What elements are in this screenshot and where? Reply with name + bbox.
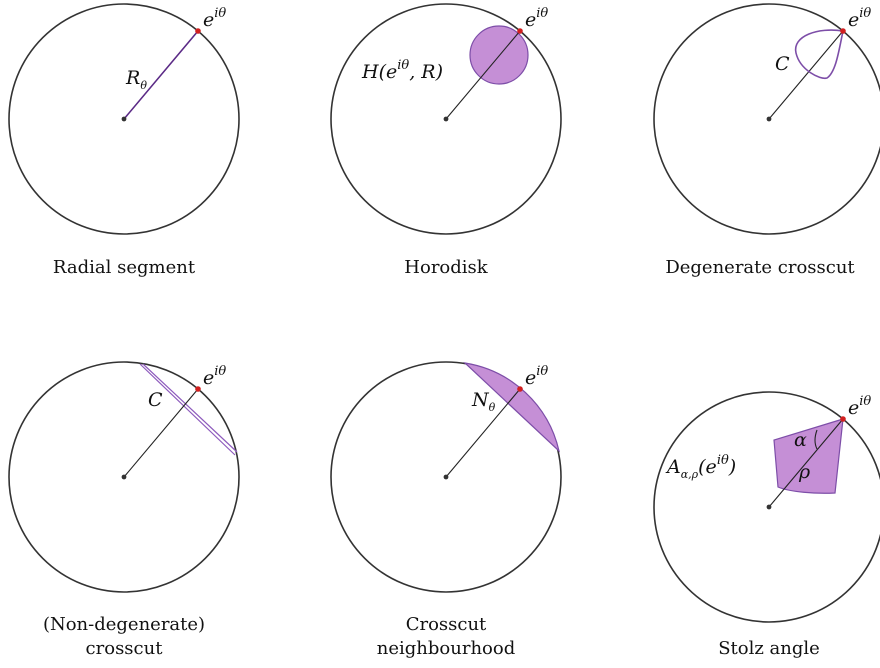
crosscut-neighbourhood-region [463, 362, 561, 453]
unit-disk [330, 3, 562, 235]
boundary-point-label: eiθ [203, 6, 226, 31]
radius-line [768, 30, 844, 120]
caption-degenerate-crosscut: Degenerate crosscut [665, 257, 855, 278]
caption-crosscut-neighbourhood: Crosscut neighbourhood [376, 614, 516, 659]
panel-degenerate-crosscut: eiθ C [653, 3, 880, 235]
center-point [766, 116, 772, 122]
center-point [121, 116, 127, 122]
neighbourhood-label: Nθ [471, 389, 496, 414]
boundary-point-label: eiθ [203, 364, 226, 389]
angle-label: α [794, 429, 807, 451]
horodisk-label: H(eiθ, R) [361, 58, 443, 83]
center-point [443, 116, 449, 122]
stolz-angle-region [773, 418, 844, 494]
boundary-point [840, 416, 846, 422]
panel-crosscut-neighbourhood: eiθ Nθ [330, 361, 562, 593]
caption-stolz-angle: Stolz angle [718, 638, 820, 659]
crosscut-curve [139, 363, 238, 456]
horodisk-region [469, 25, 529, 85]
unit-disk [8, 3, 240, 235]
unit-disk [330, 361, 562, 593]
radius-line [445, 30, 521, 120]
panel-radial-segment: eiθ Rθ [8, 3, 240, 235]
boundary-point [195, 386, 201, 392]
boundary-point [195, 28, 201, 34]
boundary-point [517, 28, 523, 34]
panel-stolz-angle: eiθ α ρ Aα,ρ(eiθ) [653, 391, 880, 623]
boundary-point-label: eiθ [848, 394, 871, 419]
boundary-point [840, 28, 846, 34]
caption-radial-segment: Radial segment [52, 257, 196, 278]
degenerate-crosscut-loop [794, 29, 844, 79]
panel-non-degenerate-crosscut: eiθ C [8, 361, 240, 593]
unit-disk [8, 361, 240, 593]
radial-segment-label: Rθ [125, 67, 147, 92]
unit-disk [653, 391, 880, 623]
radius-line [123, 388, 199, 478]
boundary-point-label: eiθ [525, 6, 548, 31]
caption-non-degenerate-crosscut: (Non-degenerate) crosscut [42, 614, 206, 659]
boundary-point-label: eiθ [848, 6, 871, 31]
caption-horodisk: Horodisk [404, 257, 488, 278]
crosscut-label: C [775, 53, 790, 75]
boundary-point-label: eiθ [525, 364, 548, 389]
center-point [443, 474, 449, 480]
radial-segment-line [123, 30, 199, 120]
center-point [766, 504, 772, 510]
panel-horodisk: eiθ H(eiθ, R) [330, 3, 562, 235]
length-label: ρ [798, 461, 811, 483]
radius-line [768, 418, 844, 508]
boundary-point [517, 386, 523, 392]
stolz-angle-label: Aα,ρ(eiθ) [665, 453, 736, 481]
unit-disk [653, 3, 880, 235]
angle-arc [814, 429, 818, 450]
center-point [121, 474, 127, 480]
radius-line [445, 388, 521, 478]
crosscut-label: C [148, 389, 163, 411]
